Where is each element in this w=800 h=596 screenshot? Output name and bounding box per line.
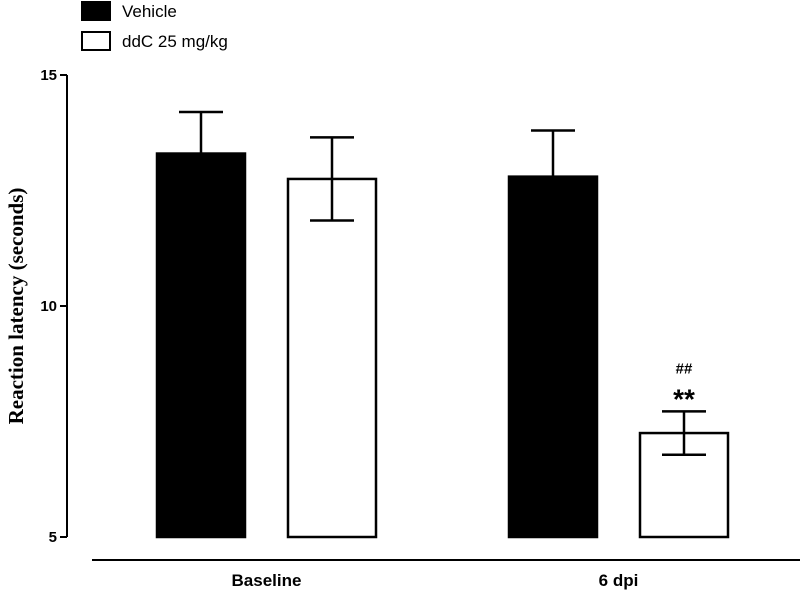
legend: Vehicle ddC 25 mg/kg	[81, 1, 228, 51]
x-tick-label: 6 dpi	[599, 571, 639, 590]
y-ticks: 5 10 15	[40, 67, 67, 546]
error-bar-ddc-25-mg-kg-baseline	[310, 136, 354, 222]
y-axis-label: Reaction latency (seconds)	[4, 188, 28, 425]
bar-vehicle-6-dpi	[507, 175, 599, 539]
legend-swatch-vehicle	[81, 1, 111, 21]
legend-swatch-ddc	[81, 31, 111, 51]
y-tick-label: 10	[40, 298, 57, 315]
error-bar-ddc-25-mg-kg-6-dpi	[662, 410, 706, 457]
annotation-hash: ##	[676, 360, 693, 377]
error-bar-vehicle-6-dpi	[531, 129, 575, 177]
bars	[155, 110, 730, 539]
legend-item-vehicle: Vehicle	[81, 1, 177, 21]
bar-vehicle-baseline	[155, 152, 247, 539]
x-tick-labels: Baseline 6 dpi	[232, 571, 639, 590]
legend-label-ddc: ddC 25 mg/kg	[122, 32, 228, 51]
annotations: ## **	[673, 360, 695, 414]
x-tick-label: Baseline	[232, 571, 302, 590]
annotation-stars: **	[673, 383, 695, 414]
y-tick-label: 15	[40, 67, 57, 84]
legend-label-vehicle: Vehicle	[122, 2, 177, 21]
error-bar-vehicle-baseline	[179, 110, 223, 154]
bar-ddc-25-mg-kg-baseline	[286, 177, 378, 539]
legend-item-ddc: ddC 25 mg/kg	[81, 31, 228, 51]
y-tick-label: 5	[49, 529, 57, 546]
